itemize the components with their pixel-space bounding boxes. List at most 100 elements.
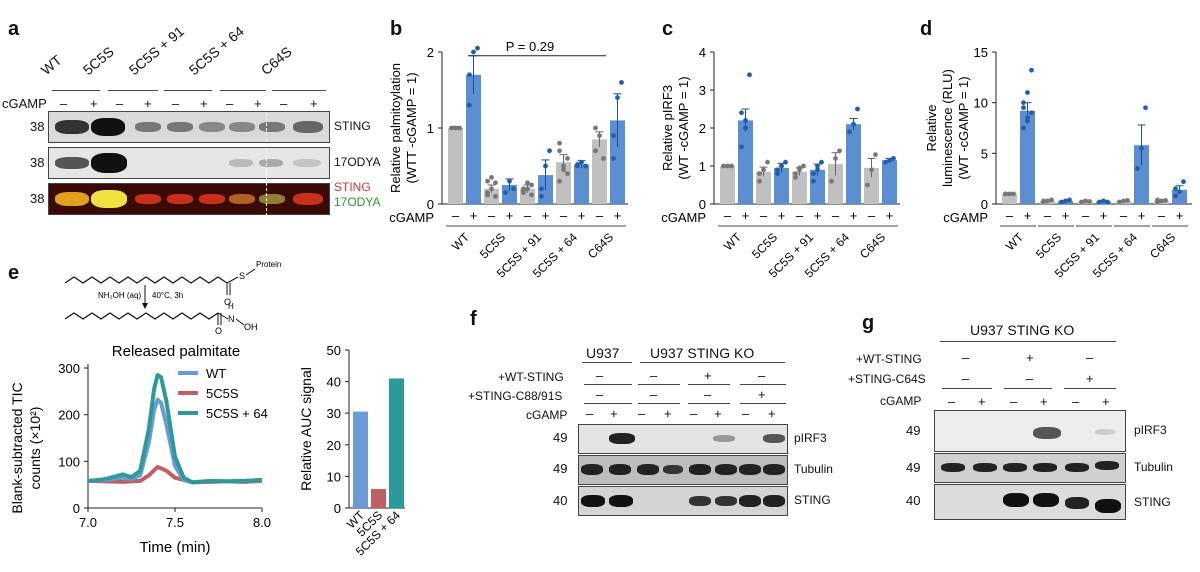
sign-label: +: [1062, 208, 1070, 223]
blot-band: [609, 433, 635, 444]
data-point: [815, 167, 820, 173]
blot-band: [763, 495, 785, 507]
category-label: WT: [1003, 230, 1027, 254]
p-value-annotation: P = 0.29: [506, 39, 555, 54]
y-tick-label: 4: [699, 45, 706, 60]
sign-label: +: [506, 208, 514, 223]
blot-band: [259, 122, 285, 132]
sign-label: –: [524, 208, 532, 223]
data-point: [1029, 67, 1034, 73]
sign-label: –: [596, 368, 604, 383]
category-label: 5C5S: [749, 230, 780, 261]
y-tick-label: 20: [327, 438, 341, 453]
data-point: [1063, 198, 1068, 204]
data-point: [503, 190, 508, 196]
y-axis-label: Relative: [924, 105, 939, 152]
blot-band: [1095, 499, 1121, 513]
data-point: [1181, 179, 1186, 185]
data-point: [557, 140, 562, 146]
data-point: [761, 167, 766, 173]
data-point: [757, 178, 762, 184]
data-point: [829, 178, 834, 184]
splice-line: [266, 108, 267, 216]
data-point: [1021, 100, 1026, 106]
data-point: [797, 165, 802, 171]
data-point: [615, 95, 620, 100]
row-underline: [942, 388, 992, 389]
bar-chart-luminescence: 0 5 10 15 Relative luminescence (RLU) (WT -cGA…: [924, 45, 1192, 280]
tubulin-blot-g: [934, 453, 1126, 483]
sign-label: –: [948, 394, 956, 409]
row-underline: [638, 403, 680, 404]
blot-band: [55, 157, 89, 169]
series-line: [87, 373, 263, 485]
blot-band: [229, 122, 255, 132]
data-point: [539, 186, 544, 192]
blot-band: [973, 463, 997, 472]
sign-label: –: [116, 96, 124, 111]
bar: [371, 489, 386, 508]
data-point: [725, 163, 730, 169]
blot-band: [713, 435, 735, 442]
data-point: [619, 80, 624, 85]
data-point: [1121, 198, 1126, 204]
sign-label: –: [1026, 371, 1034, 386]
data-point: [575, 162, 580, 167]
blot-band: [1065, 497, 1089, 509]
row-label-cgamp-g: cGAMP: [880, 394, 922, 408]
data-point: [815, 163, 820, 169]
blot-label-merge-sting: STING: [334, 180, 371, 194]
bar: [574, 164, 589, 204]
row-label-c88-91s: +STING-C88/91S: [468, 389, 563, 403]
sting-blot-g: [934, 484, 1126, 520]
data-point: [593, 148, 598, 154]
sign-label: +: [470, 208, 478, 223]
blot-band: [135, 194, 161, 204]
sign-label: –: [638, 406, 646, 421]
data-point: [1021, 125, 1026, 131]
reagent-label: NH₂OH (aq): [98, 291, 141, 300]
group-underline: [640, 362, 785, 363]
blot-band: [135, 122, 161, 132]
data-point: [811, 171, 816, 177]
data-point: [493, 180, 498, 186]
sign-label: –: [962, 350, 970, 365]
hydrogen-atom: H: [228, 302, 234, 311]
x-axis-label: Time (min): [139, 539, 210, 556]
data-point: [833, 156, 838, 161]
sting-blot: [48, 111, 330, 143]
hydroxyl-group: OH: [244, 322, 258, 332]
bar: [774, 167, 789, 204]
y-tick-label: 50: [327, 343, 341, 358]
y-axis-label: (WT -cGAMP = 1): [676, 76, 691, 179]
blot-band: [293, 121, 323, 133]
data-point: [743, 125, 748, 131]
sign-label: –: [650, 368, 658, 383]
sign-label: –: [452, 208, 460, 223]
bar: [882, 160, 897, 204]
data-point: [847, 129, 852, 135]
data-point: [597, 133, 602, 138]
sign-label: –: [690, 406, 698, 421]
data-point: [1105, 199, 1110, 205]
row-underline: [688, 384, 730, 385]
data-point: [475, 45, 480, 51]
x-tick-label: 7.0: [79, 515, 97, 530]
sign-label: +: [664, 406, 672, 421]
blot-band: [1065, 463, 1089, 472]
data-point: [891, 156, 896, 161]
sign-label: +: [978, 394, 986, 409]
blot-label-sting: STING: [334, 119, 371, 133]
blot-band: [663, 465, 683, 474]
blot-band: [1003, 493, 1029, 507]
y-tick-label: 300: [58, 361, 80, 376]
sign-label: +: [90, 96, 98, 111]
data-point: [467, 102, 472, 108]
data-point: [1139, 145, 1144, 151]
data-point: [747, 72, 752, 78]
mw-marker: 40: [553, 493, 568, 508]
sign-label: +: [1040, 394, 1048, 409]
bar: [846, 124, 861, 204]
row-underline: [688, 403, 730, 404]
blot-band: [1033, 493, 1059, 507]
